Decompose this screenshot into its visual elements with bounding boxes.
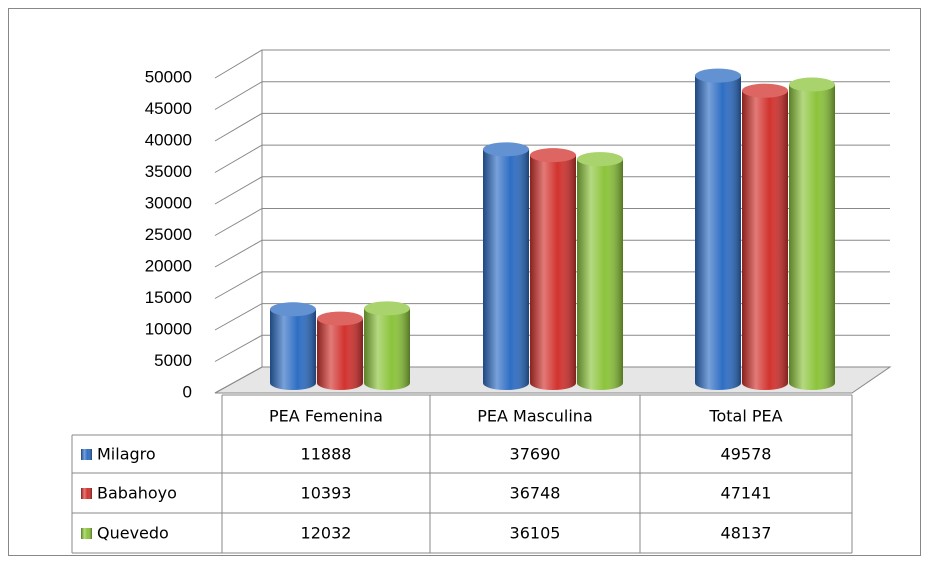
table-value: 48137 xyxy=(721,524,772,543)
grid-line xyxy=(214,303,890,331)
cylinder-top xyxy=(695,68,741,83)
cylinder-top xyxy=(317,311,363,326)
legend-key-shade xyxy=(81,528,92,539)
y-tick-label: 45000 xyxy=(145,99,192,118)
cylinder-top-highlight xyxy=(483,142,529,157)
grid-line xyxy=(214,176,890,205)
cylinder-top xyxy=(789,77,835,92)
y-tick-label: 15000 xyxy=(145,288,192,307)
table-value: 10393 xyxy=(301,484,352,503)
table-value: 36748 xyxy=(510,484,561,503)
grid-line xyxy=(214,112,890,142)
y-tick-label: 40000 xyxy=(145,130,192,149)
cylinder-top-highlight xyxy=(577,152,623,167)
cylinder-shade xyxy=(483,149,529,390)
cylinder-top xyxy=(530,148,576,163)
cylinder-top xyxy=(270,302,316,317)
y-tick-label: 20000 xyxy=(145,256,192,275)
cylinder-top xyxy=(742,83,788,98)
y-tick-label: 5000 xyxy=(154,351,192,370)
cylinder-shade xyxy=(789,84,835,390)
cylinder-shade xyxy=(317,318,363,390)
y-tick-label: 35000 xyxy=(145,162,192,181)
legend-label: Babahoyo xyxy=(97,484,177,503)
cylinder-shade xyxy=(270,309,316,390)
cylinder-top-highlight xyxy=(530,148,576,163)
y-tick-label: 25000 xyxy=(145,225,192,244)
legend-key-shade xyxy=(81,488,92,499)
cylinder-shade xyxy=(364,308,410,390)
cylinder-shade xyxy=(577,159,623,390)
cylinder-top-highlight xyxy=(364,301,410,316)
table-header: Total PEA xyxy=(708,407,782,426)
cylinder-top xyxy=(483,142,529,157)
cylinder-top-highlight xyxy=(270,302,316,317)
grid-line xyxy=(214,208,890,236)
table-value: 47141 xyxy=(721,484,772,503)
cylinder-top-highlight xyxy=(742,83,788,98)
cylinder-top xyxy=(364,301,410,316)
cylinder-shade xyxy=(695,75,741,391)
table-value: 37690 xyxy=(510,445,561,464)
legend-key-shade xyxy=(81,449,92,460)
grid-line xyxy=(214,334,890,362)
y-tick-label: 50000 xyxy=(145,67,192,86)
cylinder-shade xyxy=(742,90,788,390)
legend-label: Quevedo xyxy=(97,524,169,543)
cylinder-top-highlight xyxy=(317,311,363,326)
grid-line xyxy=(214,144,890,173)
cylinder-top-highlight xyxy=(695,68,741,83)
grid-line xyxy=(214,271,890,299)
cylinder-shade xyxy=(530,155,576,390)
table-header: PEA Masculina xyxy=(477,407,593,426)
cylinder-top-highlight xyxy=(789,77,835,92)
legend-label: Milagro xyxy=(97,445,156,464)
table-value: 49578 xyxy=(721,445,772,464)
grid-line xyxy=(214,81,890,110)
y-tick-label: 10000 xyxy=(145,319,192,338)
y-tick-label: 0 xyxy=(183,382,192,401)
grid-line xyxy=(214,239,890,268)
grid-line xyxy=(214,366,890,394)
table-value: 11888 xyxy=(301,445,352,464)
table-value: 36105 xyxy=(510,524,561,543)
cylinder-top xyxy=(577,152,623,167)
table-header: PEA Femenina xyxy=(269,407,383,426)
grid-line xyxy=(214,49,890,79)
table-value: 12032 xyxy=(301,524,352,543)
y-tick-label: 30000 xyxy=(145,193,192,212)
